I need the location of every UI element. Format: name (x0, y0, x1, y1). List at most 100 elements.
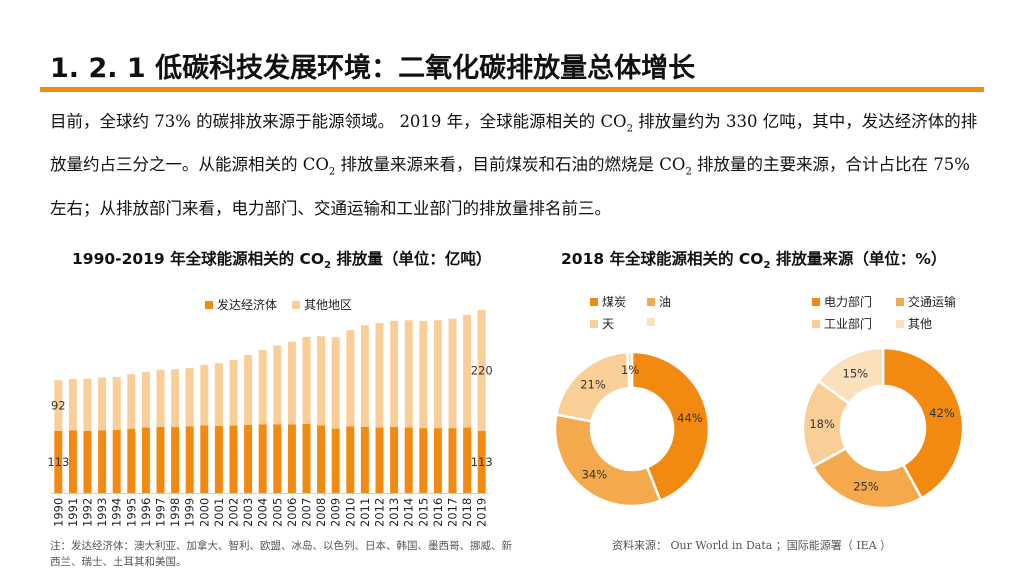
gas-value-label: 21% (580, 378, 606, 392)
x-tick-2003: 2003 (241, 498, 255, 527)
bar-developed-2005 (273, 424, 282, 493)
bar-developed-2014 (404, 427, 413, 493)
footnote: 注：发达经济体：澳大利亚、加拿大、智利、欧盟、冰岛、以色列、日本、韩国、墨西哥、… (50, 540, 512, 568)
data-label-other-2019: 220 (471, 363, 493, 377)
bar-developed-1993 (98, 430, 107, 493)
bar-other-1991 (68, 379, 77, 431)
x-tick-1998: 1998 (168, 498, 182, 527)
bar-other-2011 (360, 325, 369, 427)
bar-other-2004 (258, 350, 267, 425)
x-tick-1991: 1991 (66, 498, 80, 527)
bar-other-1999 (185, 368, 194, 427)
other-fuel-slice (625, 350, 634, 390)
legend-other-sector: 其他 (896, 315, 932, 332)
right-chart-title: 2018 年全球能源相关的 CO2 排放量来源（单位：%） (561, 250, 947, 272)
x-tick-2017: 2017 (446, 498, 460, 527)
x-tick-1993: 1993 (95, 498, 109, 527)
other-sector-value-label: 15% (843, 367, 869, 381)
legend-coal: 煤炭 (590, 293, 626, 310)
bar-developed-2004 (258, 424, 267, 493)
x-tick-1999: 1999 (183, 498, 197, 527)
legend-swatch-industry (812, 320, 820, 328)
x-tick-2014: 2014 (402, 498, 416, 527)
bar-other-1992 (83, 378, 92, 431)
legend-other-fuel (647, 315, 659, 329)
bar-developed-2000 (200, 425, 209, 493)
bar-developed-2018 (463, 427, 472, 493)
bar-developed-1992 (83, 430, 92, 493)
legend-swatch-coal (590, 298, 598, 306)
bar-developed-1998 (171, 427, 180, 493)
bar-other-2000 (200, 364, 209, 426)
bar-developed-2010 (346, 426, 355, 493)
transport-value-label: 25% (853, 480, 879, 494)
bar-developed-2002 (229, 425, 238, 493)
bar-other-2007 (302, 336, 311, 424)
coal-slice (630, 350, 711, 503)
bar-other-1995 (127, 374, 136, 429)
x-tick-2009: 2009 (329, 498, 343, 527)
bar-other-2009 (331, 337, 340, 429)
x-tick-2016: 2016 (431, 498, 445, 527)
left-chart-title: 1990-2019 年全球能源相关的 CO2 排放量（单位：亿吨） (72, 250, 492, 272)
x-tick-2006: 2006 (285, 498, 299, 527)
data-label-other-1990: 92 (51, 399, 66, 413)
bar-other-2008 (317, 336, 326, 426)
bar-developed-1991 (68, 430, 77, 493)
bar-developed-2015 (419, 428, 428, 493)
bar-other-1997 (156, 369, 165, 427)
data-label-developed-2019: 113 (471, 455, 493, 469)
legend-transport: 交通运输 (896, 293, 956, 310)
bar-developed-2019 (477, 430, 486, 493)
bar-other-1993 (98, 377, 107, 431)
bar-other-2018 (463, 314, 472, 428)
x-tick-2015: 2015 (416, 498, 430, 527)
x-tick-1997: 1997 (154, 498, 168, 527)
bar-developed-2008 (317, 425, 326, 493)
intro-paragraph: 目前，全球约 73% 的碳排放来源于能源领域。 2019 年，全球能源相关的 C… (50, 112, 978, 218)
bar-developed-2001 (214, 425, 223, 493)
bar-other-1994 (112, 376, 121, 430)
bar-other-2002 (229, 359, 238, 426)
legend-swatch-other (292, 301, 300, 309)
x-tick-2011: 2011 (358, 498, 372, 527)
bar-other-2006 (287, 341, 296, 425)
x-tick-2019: 2019 (475, 498, 489, 527)
legend-swatch-other-sector (896, 320, 904, 328)
x-tick-2013: 2013 (387, 498, 401, 527)
legend-other: 其他地区 (292, 296, 352, 313)
bar-other-2015 (419, 320, 428, 429)
x-tick-1996: 1996 (139, 498, 153, 527)
other-sector-slice (816, 346, 885, 406)
bar-other-2016 (433, 320, 442, 429)
power-slice (881, 346, 965, 500)
title-underline (40, 87, 984, 92)
x-tick-2005: 2005 (270, 498, 284, 527)
oil-slice (553, 413, 662, 508)
x-tick-2007: 2007 (300, 498, 314, 527)
legend-swatch-power (812, 298, 820, 306)
bar-developed-1990 (54, 430, 63, 493)
power-value-label: 42% (929, 406, 955, 420)
legend-gas: 天 (590, 315, 614, 332)
legend-developed: 发达经济体 (205, 296, 277, 313)
x-tick-2018: 2018 (460, 498, 474, 527)
legend-swatch-other-fuel (647, 318, 655, 326)
x-tick-2001: 2001 (212, 498, 226, 527)
legend-swatch-transport (896, 298, 904, 306)
x-tick-2008: 2008 (314, 498, 328, 527)
bar-other-2003 (244, 354, 253, 425)
source-note: 资料来源： Our World in Data ；国际能源署（ IEA ） (612, 539, 892, 552)
legend-swatch-developed (205, 301, 213, 309)
industry-value-label: 18% (809, 417, 835, 431)
bar-developed-1994 (112, 429, 121, 493)
bar-other-1998 (171, 369, 180, 427)
bar-developed-2016 (433, 428, 442, 493)
bar-developed-2012 (375, 427, 384, 493)
bar-other-2005 (273, 345, 282, 425)
x-tick-2004: 2004 (256, 498, 270, 527)
bar-developed-1999 (185, 426, 194, 493)
x-tick-1990: 1990 (51, 498, 65, 527)
bar-other-2012 (375, 323, 384, 428)
